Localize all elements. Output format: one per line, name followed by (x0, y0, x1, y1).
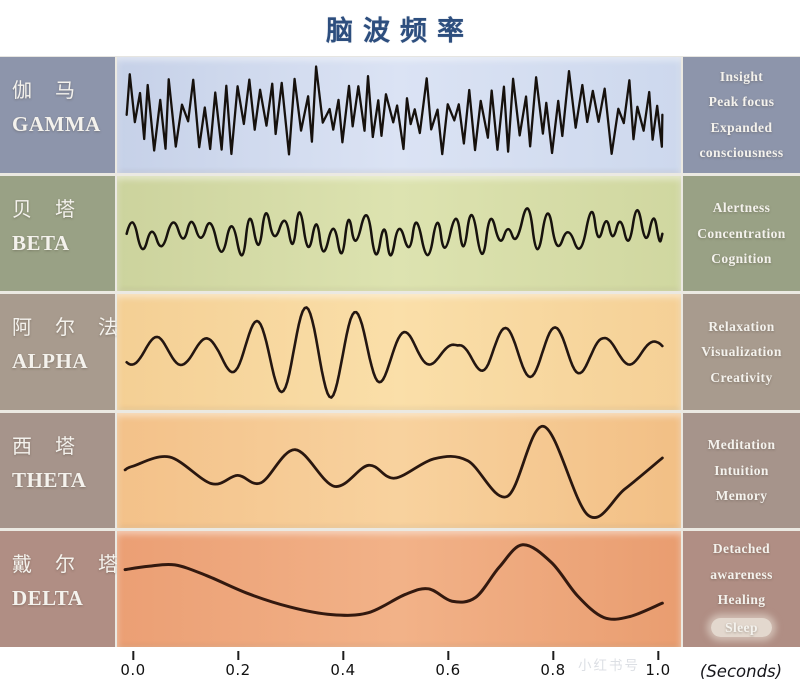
tick-label: 0.2 (225, 661, 251, 679)
tick-label: 0.6 (435, 661, 461, 679)
x-axis-tick: 0.6 (435, 651, 460, 679)
x-axis: 0.0 0.2 0.4 0.6 0.8 1.0 小红书号 (Seconds) (0, 647, 800, 693)
band-label-panel: 伽 马 GAMMA (0, 57, 115, 173)
waveform-path-alpha (125, 306, 664, 400)
chart-header: 脑波频率 (0, 0, 800, 57)
tick-mark (236, 651, 239, 660)
band-traits-panel: Relaxation Visualization Creativity (683, 294, 800, 410)
band-name-en: GAMMA (12, 112, 101, 136)
band-label-panel: 阿 尔 法 ALPHA (0, 294, 127, 410)
tick-mark (446, 651, 449, 660)
x-axis-unit-label: (Seconds) (699, 662, 783, 681)
waveform-svg-theta (123, 424, 664, 519)
band-trait: Creativity (710, 369, 773, 385)
tick-mark (656, 651, 659, 660)
band-label-panel: 贝 塔 BETA (0, 175, 115, 292)
band-row-beta: 贝 塔 BETA Alertness Concentration Cognition (0, 175, 800, 292)
tick-label: 0.4 (330, 661, 356, 679)
x-axis-tick: 0.0 (120, 651, 145, 679)
waveform-svg-gamma (125, 65, 664, 156)
band-trait: Visualization (701, 344, 782, 360)
band-rows: 伽 马 GAMMA Insight Peak focus Expanded consc… (0, 57, 800, 647)
band-traits-panel: Insight Peak focus Expanded consciousness (683, 57, 800, 173)
waveform-svg-beta (125, 206, 664, 257)
band-trait: Meditation (707, 437, 776, 453)
band-trait: Detached (712, 541, 771, 557)
band-name-cn: 贝 塔 (12, 198, 84, 221)
band-row-theta: 西 塔 THETA Meditation Intuition Memory (0, 412, 800, 529)
band-label-panel: 西 塔 THETA (0, 412, 115, 529)
band-name-cn: 戴 尔 塔 (12, 554, 127, 577)
waveform-path-gamma (125, 65, 664, 156)
band-traits-panel: Detached awareness Healing Sleep (683, 531, 800, 647)
band-trait: awareness (710, 566, 773, 582)
x-axis-tick: 1.0 (645, 651, 670, 679)
band-trait: Alertness (712, 200, 771, 216)
band-name-en: ALPHA (12, 349, 88, 374)
band-row-alpha: 阿 尔 法 ALPHA Relaxation Visualization Creat… (0, 294, 800, 410)
x-axis-tick: 0.4 (330, 651, 355, 679)
band-trait: Expanded (710, 119, 773, 135)
x-axis-tick: 0.8 (540, 651, 565, 679)
band-trait: Cognition (711, 251, 772, 267)
tick-mark (341, 651, 344, 660)
band-trait: Concentration (697, 225, 786, 241)
tick-mark (551, 651, 554, 660)
tick-label: 0.8 (540, 661, 566, 679)
band-trait: Insight (719, 68, 764, 84)
tick-label: 1.0 (645, 661, 671, 679)
waveform-plot (117, 294, 681, 410)
page-title: 脑波频率 (326, 15, 474, 47)
tick-mark (131, 651, 134, 660)
band-trait: Sleep (711, 617, 772, 638)
band-traits-panel: Meditation Intuition Memory (683, 412, 800, 529)
band-trait: Healing (717, 592, 766, 608)
band-row-gamma: 伽 马 GAMMA Insight Peak focus Expanded consc… (0, 57, 800, 173)
x-axis-tick: 0.2 (225, 651, 250, 679)
waveform-path-beta (125, 206, 664, 257)
band-name-en: THETA (12, 467, 87, 492)
waveform-svg-alpha (125, 306, 664, 400)
waveform-plot (117, 412, 681, 529)
waveform-plot (117, 57, 681, 173)
band-row-delta: 戴 尔 塔 DELTA Detached awareness Healing Slee… (0, 531, 800, 647)
band-name-en: BETA (12, 230, 70, 255)
band-name-cn: 伽 马 (12, 80, 84, 102)
waveform-plot (117, 531, 681, 647)
tick-label: 0.0 (120, 661, 146, 679)
band-name-cn: 西 塔 (12, 435, 84, 458)
band-trait: consciousness (699, 145, 784, 161)
band-label-panel: 戴 尔 塔 DELTA (0, 531, 127, 647)
watermark-text: 小红书号 (578, 658, 640, 674)
band-trait: Memory (715, 488, 768, 504)
waveform-path-delta (123, 543, 664, 622)
band-name-cn: 阿 尔 法 (12, 317, 127, 340)
waveform-plot (117, 175, 681, 292)
band-trait: Peak focus (708, 94, 775, 110)
waveform-svg-delta (123, 543, 664, 622)
band-traits-panel: Alertness Concentration Cognition (683, 175, 800, 292)
band-name-en: DELTA (12, 586, 84, 611)
waveform-path-theta (123, 424, 664, 519)
band-trait: Intuition (714, 462, 769, 478)
band-trait: Relaxation (708, 318, 775, 334)
